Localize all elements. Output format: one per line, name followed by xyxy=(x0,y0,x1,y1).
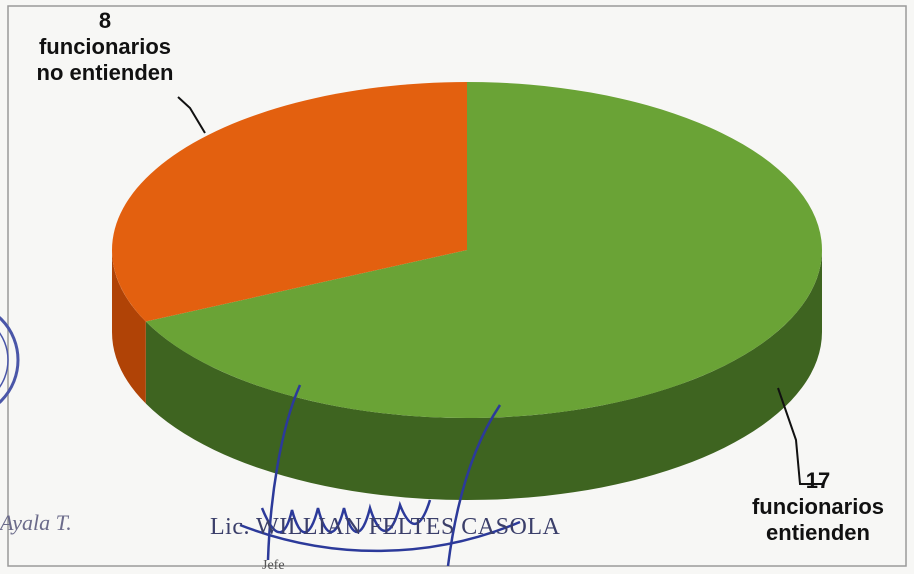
data-label-no-line1: funcionarios xyxy=(20,34,190,60)
leader-line-no-entienden xyxy=(178,97,205,133)
data-label-yes-line1: funcionarios xyxy=(728,494,908,520)
data-label-no-entienden: 8 funcionarios no entienden xyxy=(20,8,190,86)
data-label-no-value: 8 xyxy=(20,8,190,34)
signature-ayala: Ayala T. xyxy=(0,510,72,536)
seal-stamp xyxy=(0,302,18,418)
data-label-entienden: 17 funcionarios entienden xyxy=(728,468,908,546)
data-label-yes-line2: entienden xyxy=(728,520,908,546)
signature-name: Lic. WILLIAN FELTES CASOLA xyxy=(210,514,560,541)
data-label-yes-value: 17 xyxy=(728,468,908,494)
signature-title: Jefe xyxy=(262,558,285,574)
data-label-no-line2: no entienden xyxy=(20,60,190,86)
